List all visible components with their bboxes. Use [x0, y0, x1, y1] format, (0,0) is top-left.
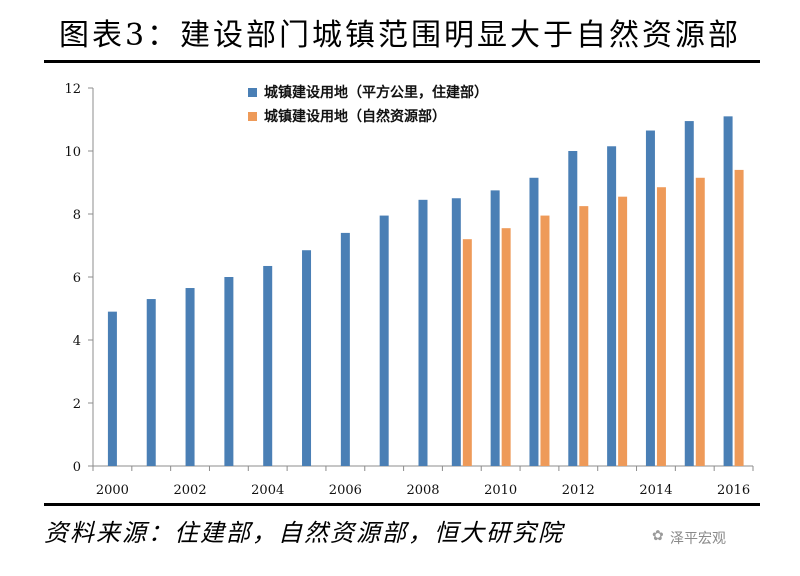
- bar-series1-2012: [568, 151, 578, 466]
- y-tick-label: 8: [73, 208, 81, 223]
- x-tick-label: 2014: [639, 483, 672, 498]
- legend-swatch-2: [248, 112, 257, 121]
- x-tick-label: 2016: [717, 483, 750, 498]
- legend-swatch-1: [248, 88, 257, 97]
- y-tick-label: 2: [73, 397, 81, 412]
- bar-series1-2011: [529, 177, 539, 466]
- bar-series2-2009: [462, 239, 472, 466]
- bar-series1-2010: [490, 190, 500, 466]
- bar-series1-2009: [451, 198, 461, 466]
- y-tick-label: 6: [73, 271, 81, 286]
- bar-series2-2012: [579, 206, 589, 466]
- bar-series1-2000: [107, 311, 117, 466]
- bar-series1-2006: [340, 232, 350, 466]
- bar-series1-2001: [146, 299, 156, 466]
- x-tick-label: 2006: [329, 483, 362, 498]
- bar-series1-2008: [418, 199, 428, 466]
- x-tick-label: 2012: [562, 483, 595, 498]
- bar-series2-2013: [618, 196, 628, 467]
- bar-series2-2015: [695, 177, 705, 466]
- bar-series1-2005: [302, 250, 312, 466]
- bar-series1-2003: [224, 277, 234, 466]
- x-tick-label: 2004: [251, 483, 284, 498]
- x-tick-label: 2010: [484, 483, 517, 498]
- y-tick-label: 0: [73, 460, 81, 475]
- x-tick-label: 2008: [406, 483, 439, 498]
- bar-series2-2010: [501, 228, 511, 466]
- bar-series1-2004: [263, 265, 273, 466]
- bar-series2-2011: [540, 215, 550, 466]
- x-tick-label: 2000: [96, 483, 129, 498]
- wechat-icon: ✿: [652, 528, 664, 544]
- bar-series1-2016: [723, 116, 733, 466]
- bar-series2-2014: [656, 187, 666, 466]
- legend-label-1: 城镇建设用地（平方公里，住建部）: [264, 84, 488, 101]
- legend-label-2: 城镇建设用地（自然资源部）: [264, 108, 446, 125]
- bar-series1-2013: [607, 146, 617, 466]
- bar-series1-2014: [645, 130, 655, 466]
- y-tick-label: 12: [64, 82, 81, 97]
- source-note: 资料来源：住建部，自然资源部，恒大研究院: [44, 519, 564, 547]
- bar-series1-2015: [684, 121, 694, 466]
- chart-title: 图表3：建设部门城镇范围明显大于自然资源部: [58, 18, 742, 53]
- bar-series2-2016: [734, 169, 744, 466]
- watermark: 泽平宏观: [670, 531, 726, 547]
- bar-series1-2002: [185, 288, 195, 466]
- y-tick-label: 10: [64, 145, 81, 160]
- bar-series1-2007: [379, 215, 389, 466]
- bottom-rule: [44, 503, 760, 506]
- y-tick-label: 4: [73, 334, 81, 349]
- x-tick-label: 2002: [174, 483, 207, 498]
- top-rule: [44, 60, 760, 63]
